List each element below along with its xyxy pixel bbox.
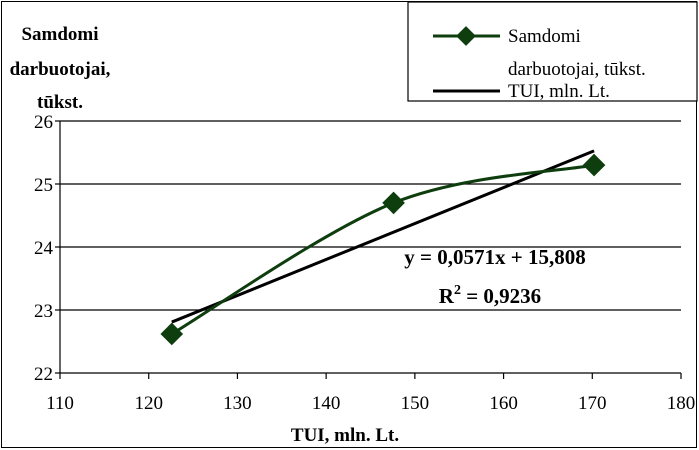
tick-label-x-110: 110 bbox=[46, 393, 74, 414]
legend: Samdomi darbuotojai, tūkst. TUI, mln. Lt… bbox=[407, 1, 698, 102]
trendline bbox=[171, 149, 595, 324]
tick-label-y-24: 24 bbox=[34, 238, 54, 259]
x-axis-title: TUI, mln. Lt. bbox=[291, 425, 399, 446]
axes bbox=[55, 120, 682, 379]
tick-label-x-150: 150 bbox=[401, 393, 430, 414]
y-axis-title-line-1: Samdomi bbox=[21, 24, 98, 45]
tick-label-y-23: 23 bbox=[34, 301, 53, 322]
legend-marker-series-1 bbox=[456, 26, 476, 46]
r-squared-label: R2 = 0,9236 bbox=[439, 283, 541, 308]
legend-box bbox=[407, 1, 698, 102]
legend-label-series-1-line-1: Samdomi bbox=[508, 26, 581, 47]
tick-label-x-140: 140 bbox=[312, 393, 341, 414]
tick-label-x-180: 180 bbox=[667, 393, 696, 414]
data-point-3 bbox=[582, 153, 606, 177]
tick-label-x-130: 130 bbox=[223, 393, 252, 414]
tick-label-y-25: 25 bbox=[34, 175, 53, 196]
trendline-equation: y = 0,0571x + 15,808 bbox=[404, 245, 585, 269]
tick-labels: 22 23 24 25 26 110 120 130 140 150 160 170 180 bbox=[34, 112, 695, 414]
tick-label-x-160: 160 bbox=[489, 393, 518, 414]
tick-label-y-26: 26 bbox=[34, 112, 53, 133]
data-point-2 bbox=[382, 191, 405, 215]
tick-label-x-120: 120 bbox=[134, 393, 163, 414]
y-axis-title-line-2: darbuotojai, bbox=[10, 59, 111, 80]
tick-label-x-170: 170 bbox=[578, 393, 607, 414]
y-axis-title-line-3: tūkst. bbox=[37, 92, 83, 113]
trendline-group bbox=[171, 149, 595, 324]
data-point-1 bbox=[160, 322, 184, 346]
legend-label-series-2: TUI, mln. Lt. bbox=[508, 81, 610, 102]
gridlines bbox=[60, 120, 681, 311]
tick-label-y-22: 22 bbox=[34, 364, 53, 385]
legend-label-series-1-line-2: darbuotojai, tūkst. bbox=[508, 59, 646, 80]
